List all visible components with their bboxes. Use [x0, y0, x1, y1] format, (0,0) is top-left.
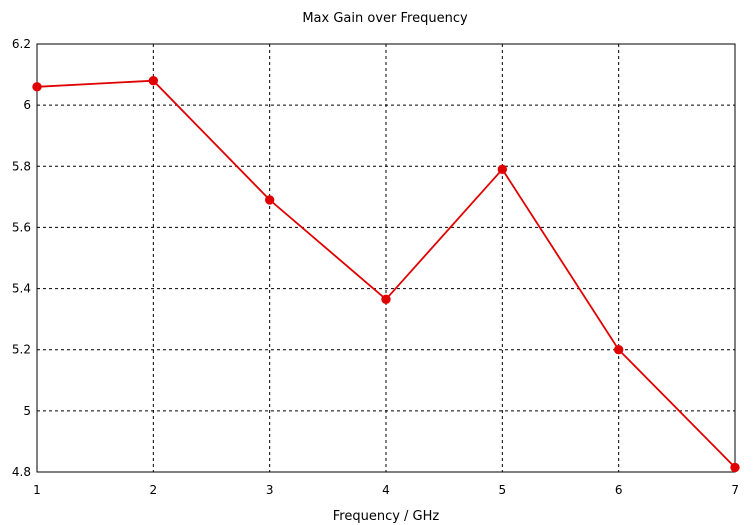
grid	[37, 44, 735, 472]
data-point	[381, 294, 391, 304]
x-tick-label: 4	[382, 483, 390, 497]
y-tick-label: 6.2	[12, 37, 31, 51]
data-point	[613, 345, 624, 355]
plot-frame	[36, 43, 736, 473]
x-tick-label: 6	[615, 483, 623, 497]
data-point	[32, 82, 42, 92]
y-tick-label: 5.8	[12, 159, 31, 173]
y-tick-label: 5.6	[12, 220, 31, 234]
x-axis: 1 2 3 4 5 6 7	[33, 483, 739, 497]
x-tick-label: 2	[150, 483, 158, 497]
data-point	[264, 195, 275, 205]
y-axis: 4.8 5 5.2 5.4 5.6 5.8 6 6.2	[12, 37, 31, 479]
y-tick-label: 4.8	[12, 465, 31, 479]
x-tick-label: 3	[266, 483, 274, 497]
data-point	[497, 164, 508, 175]
x-tick-label: 1	[33, 483, 41, 497]
x-axis-title: Frequency / GHz	[333, 509, 440, 524]
y-tick-label: 5.4	[12, 282, 31, 296]
y-tick-label: 6	[23, 98, 31, 112]
chart-title: Max Gain over Frequency	[302, 11, 468, 26]
y-tick-label: 5	[23, 404, 31, 418]
y-tick-label: 5.2	[12, 343, 31, 357]
data-point	[730, 462, 740, 473]
data-point	[148, 75, 159, 86]
x-tick-label: 5	[499, 483, 507, 497]
x-tick-label: 7	[731, 483, 739, 497]
series-group	[32, 75, 740, 473]
